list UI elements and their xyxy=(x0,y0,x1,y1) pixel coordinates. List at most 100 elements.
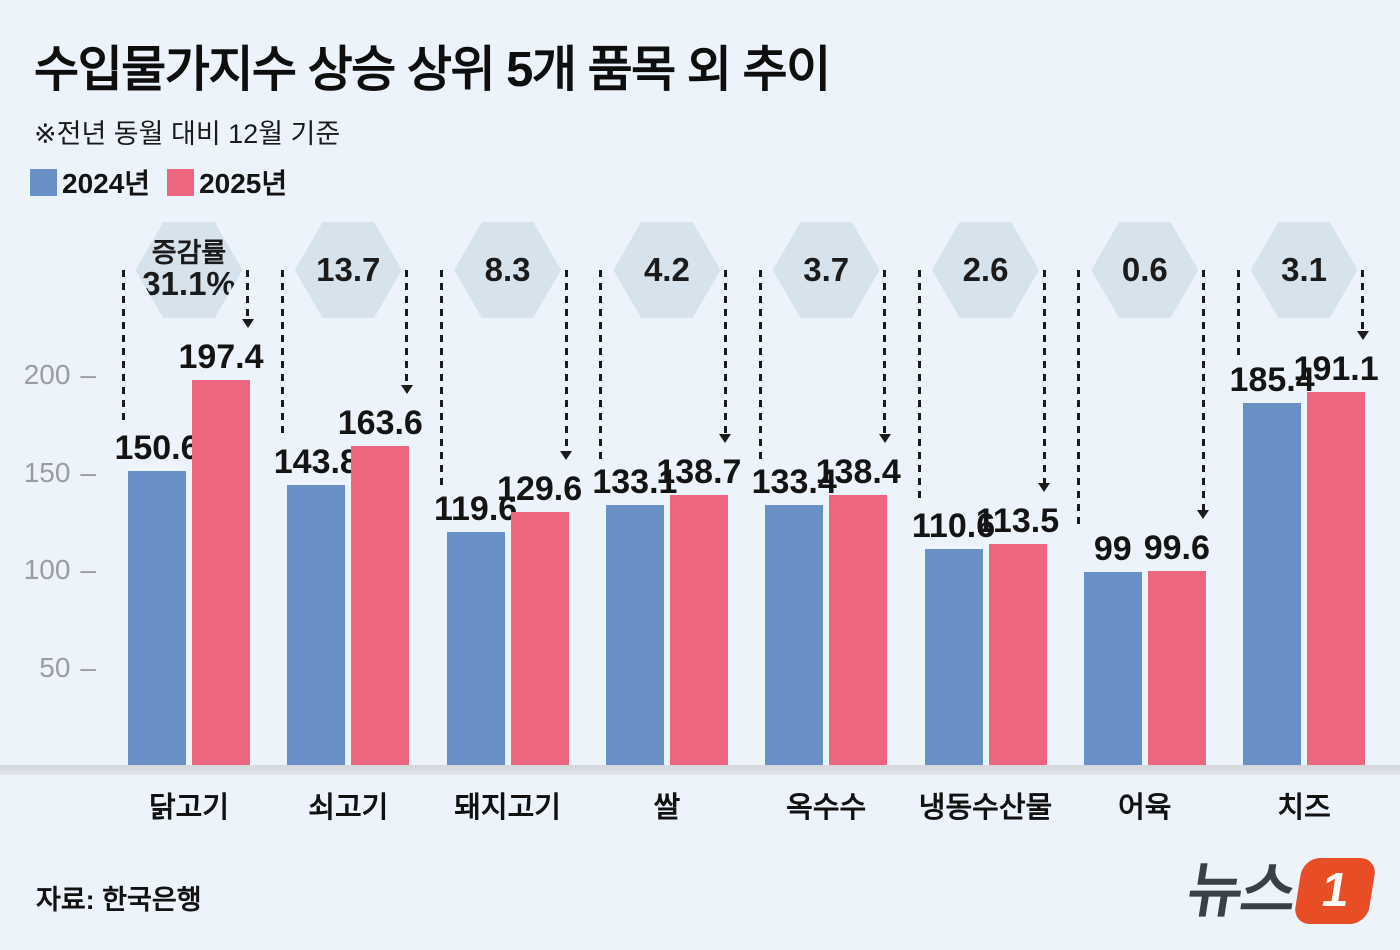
legend-item-2024: 2024년 xyxy=(30,162,150,202)
change-dashed-line-left xyxy=(758,270,762,459)
y-axis-tick: 100 xyxy=(0,554,96,586)
arrow-down-icon xyxy=(1356,331,1369,341)
bar-2024 xyxy=(128,471,186,765)
value-label-2024년: 133.4 xyxy=(751,462,837,501)
bar-2025 xyxy=(510,512,569,765)
bar-2025 xyxy=(192,380,250,765)
change-dashed-line-right xyxy=(246,270,249,321)
y-axis-tick-label: 200 xyxy=(23,359,71,390)
change-dashed-line-right xyxy=(564,270,568,453)
source-credit: 자료: 한국은행 xyxy=(36,885,202,915)
value-label-2025년: 163.6 xyxy=(337,403,423,442)
change-badge: 13.7 xyxy=(294,222,402,318)
bar-2025 xyxy=(1147,570,1206,765)
change-badge: 3.1 xyxy=(1250,222,1358,318)
arrow-down-icon xyxy=(1038,482,1050,492)
bar-2024 xyxy=(1083,571,1142,765)
legend-label-2024: 2024년 xyxy=(62,168,151,199)
x-axis-baseline xyxy=(0,765,1400,775)
value-label-2024년: 99 xyxy=(1093,529,1132,568)
change-dashed-line-left xyxy=(440,270,444,486)
bar-2024 xyxy=(605,505,664,765)
value-label-2024년: 150.6 xyxy=(114,429,200,468)
value-label-2025년: 99.6 xyxy=(1143,528,1210,567)
category-label: 옥수수 xyxy=(786,792,867,824)
change-badge: 0.6 xyxy=(1091,222,1199,318)
legend-label-2025: 2025년 xyxy=(199,168,288,199)
value-label-2025년: 113.5 xyxy=(975,501,1060,540)
arrow-down-icon xyxy=(719,433,732,443)
bar-2024 xyxy=(924,549,983,765)
page-title: 수입물가지수 상승 상위 5개 품목 외 추이 xyxy=(34,43,831,97)
value-label-2025년: 197.4 xyxy=(178,338,264,377)
category-label: 쌀 xyxy=(653,792,681,824)
change-badge-value: 3.7 xyxy=(803,250,850,288)
y-axis-tick-label: 100 xyxy=(23,554,71,585)
y-axis-tick-mark xyxy=(70,652,96,683)
value-label-2025년: 138.4 xyxy=(815,453,901,492)
change-badge: 3.7 xyxy=(772,222,880,318)
y-axis-tick-mark xyxy=(70,457,96,488)
news1-logo-badge-icon: 1 xyxy=(1293,858,1378,924)
change-badge: 4.2 xyxy=(613,222,721,318)
bar-2024 xyxy=(446,531,505,765)
change-dashed-line-left xyxy=(599,270,603,460)
value-label-2024년: 133.1 xyxy=(592,463,678,502)
y-axis-tick: 200 xyxy=(0,359,96,391)
value-label-2024년: 110.6 xyxy=(911,507,996,546)
value-label-2024년: 185.4 xyxy=(1229,361,1315,400)
value-label-2025년: 191.1 xyxy=(1293,350,1379,389)
category-label: 닭고기 xyxy=(148,792,230,824)
bar-2024 xyxy=(287,484,346,765)
change-badge: 증감률 31.1% xyxy=(135,222,243,318)
change-dashed-line-left xyxy=(918,270,921,504)
bar-2025 xyxy=(829,495,888,765)
change-badge-value: 4.2 xyxy=(643,250,690,288)
legend-swatch-2025-icon xyxy=(167,168,195,196)
change-badge-value: 3.1 xyxy=(1281,250,1328,288)
change-dashed-line-left xyxy=(280,270,284,439)
legend-swatch-2024-icon xyxy=(30,168,57,196)
arrow-down-icon xyxy=(560,451,573,461)
change-dashed-line-left xyxy=(121,270,125,426)
chart-note: ※전년 동월 대비 12월 기준 xyxy=(34,119,341,149)
y-axis-tick: 50 xyxy=(0,652,96,684)
change-badge: 2.6 xyxy=(932,222,1039,318)
bar-2024 xyxy=(1243,403,1302,765)
change-badge-value: 13.7 xyxy=(316,250,381,288)
y-axis-tick-mark xyxy=(70,359,96,390)
category-label: 쇠고기 xyxy=(308,792,389,824)
change-badge-value: 31.1% xyxy=(142,264,236,302)
change-dashed-line-left xyxy=(1236,270,1240,358)
bar-2024 xyxy=(765,504,824,765)
value-label-2024년: 143.8 xyxy=(273,442,359,481)
y-axis-tick-label: 150 xyxy=(23,456,71,488)
change-badge-value: 8.3 xyxy=(484,250,531,288)
news1-logo-text: 뉴스 xyxy=(1182,857,1300,924)
value-label-2025년: 138.7 xyxy=(656,452,742,491)
bar-2025 xyxy=(1307,392,1366,765)
change-badge: 8.3 xyxy=(454,222,562,318)
change-dashed-line-right xyxy=(1201,270,1205,511)
legend: 2024년 2025년 xyxy=(30,162,287,202)
change-dashed-line-right xyxy=(883,270,887,436)
category-label: 치즈 xyxy=(1277,792,1331,824)
change-dashed-line-right xyxy=(1361,270,1365,333)
change-badge-value: 0.6 xyxy=(1121,250,1168,288)
bar-2025 xyxy=(669,494,728,765)
bar-2025 xyxy=(351,445,410,765)
bar-2025 xyxy=(988,543,1047,765)
arrow-down-icon xyxy=(1197,509,1210,519)
y-axis-tick-label: 50 xyxy=(39,651,71,683)
value-label-2024년: 119.6 xyxy=(433,489,518,528)
arrow-down-icon xyxy=(241,319,254,329)
change-dashed-line-left xyxy=(1077,270,1081,526)
category-label: 냉동수산물 xyxy=(918,792,1053,824)
y-axis-tick: 150 xyxy=(0,457,96,489)
news1-logo: 뉴스 1 xyxy=(1182,857,1378,924)
legend-item-2025: 2025년 xyxy=(167,162,287,202)
change-dashed-line-right xyxy=(723,270,727,435)
category-label: 돼지고기 xyxy=(454,792,561,824)
value-label-2025년: 129.6 xyxy=(497,470,583,509)
